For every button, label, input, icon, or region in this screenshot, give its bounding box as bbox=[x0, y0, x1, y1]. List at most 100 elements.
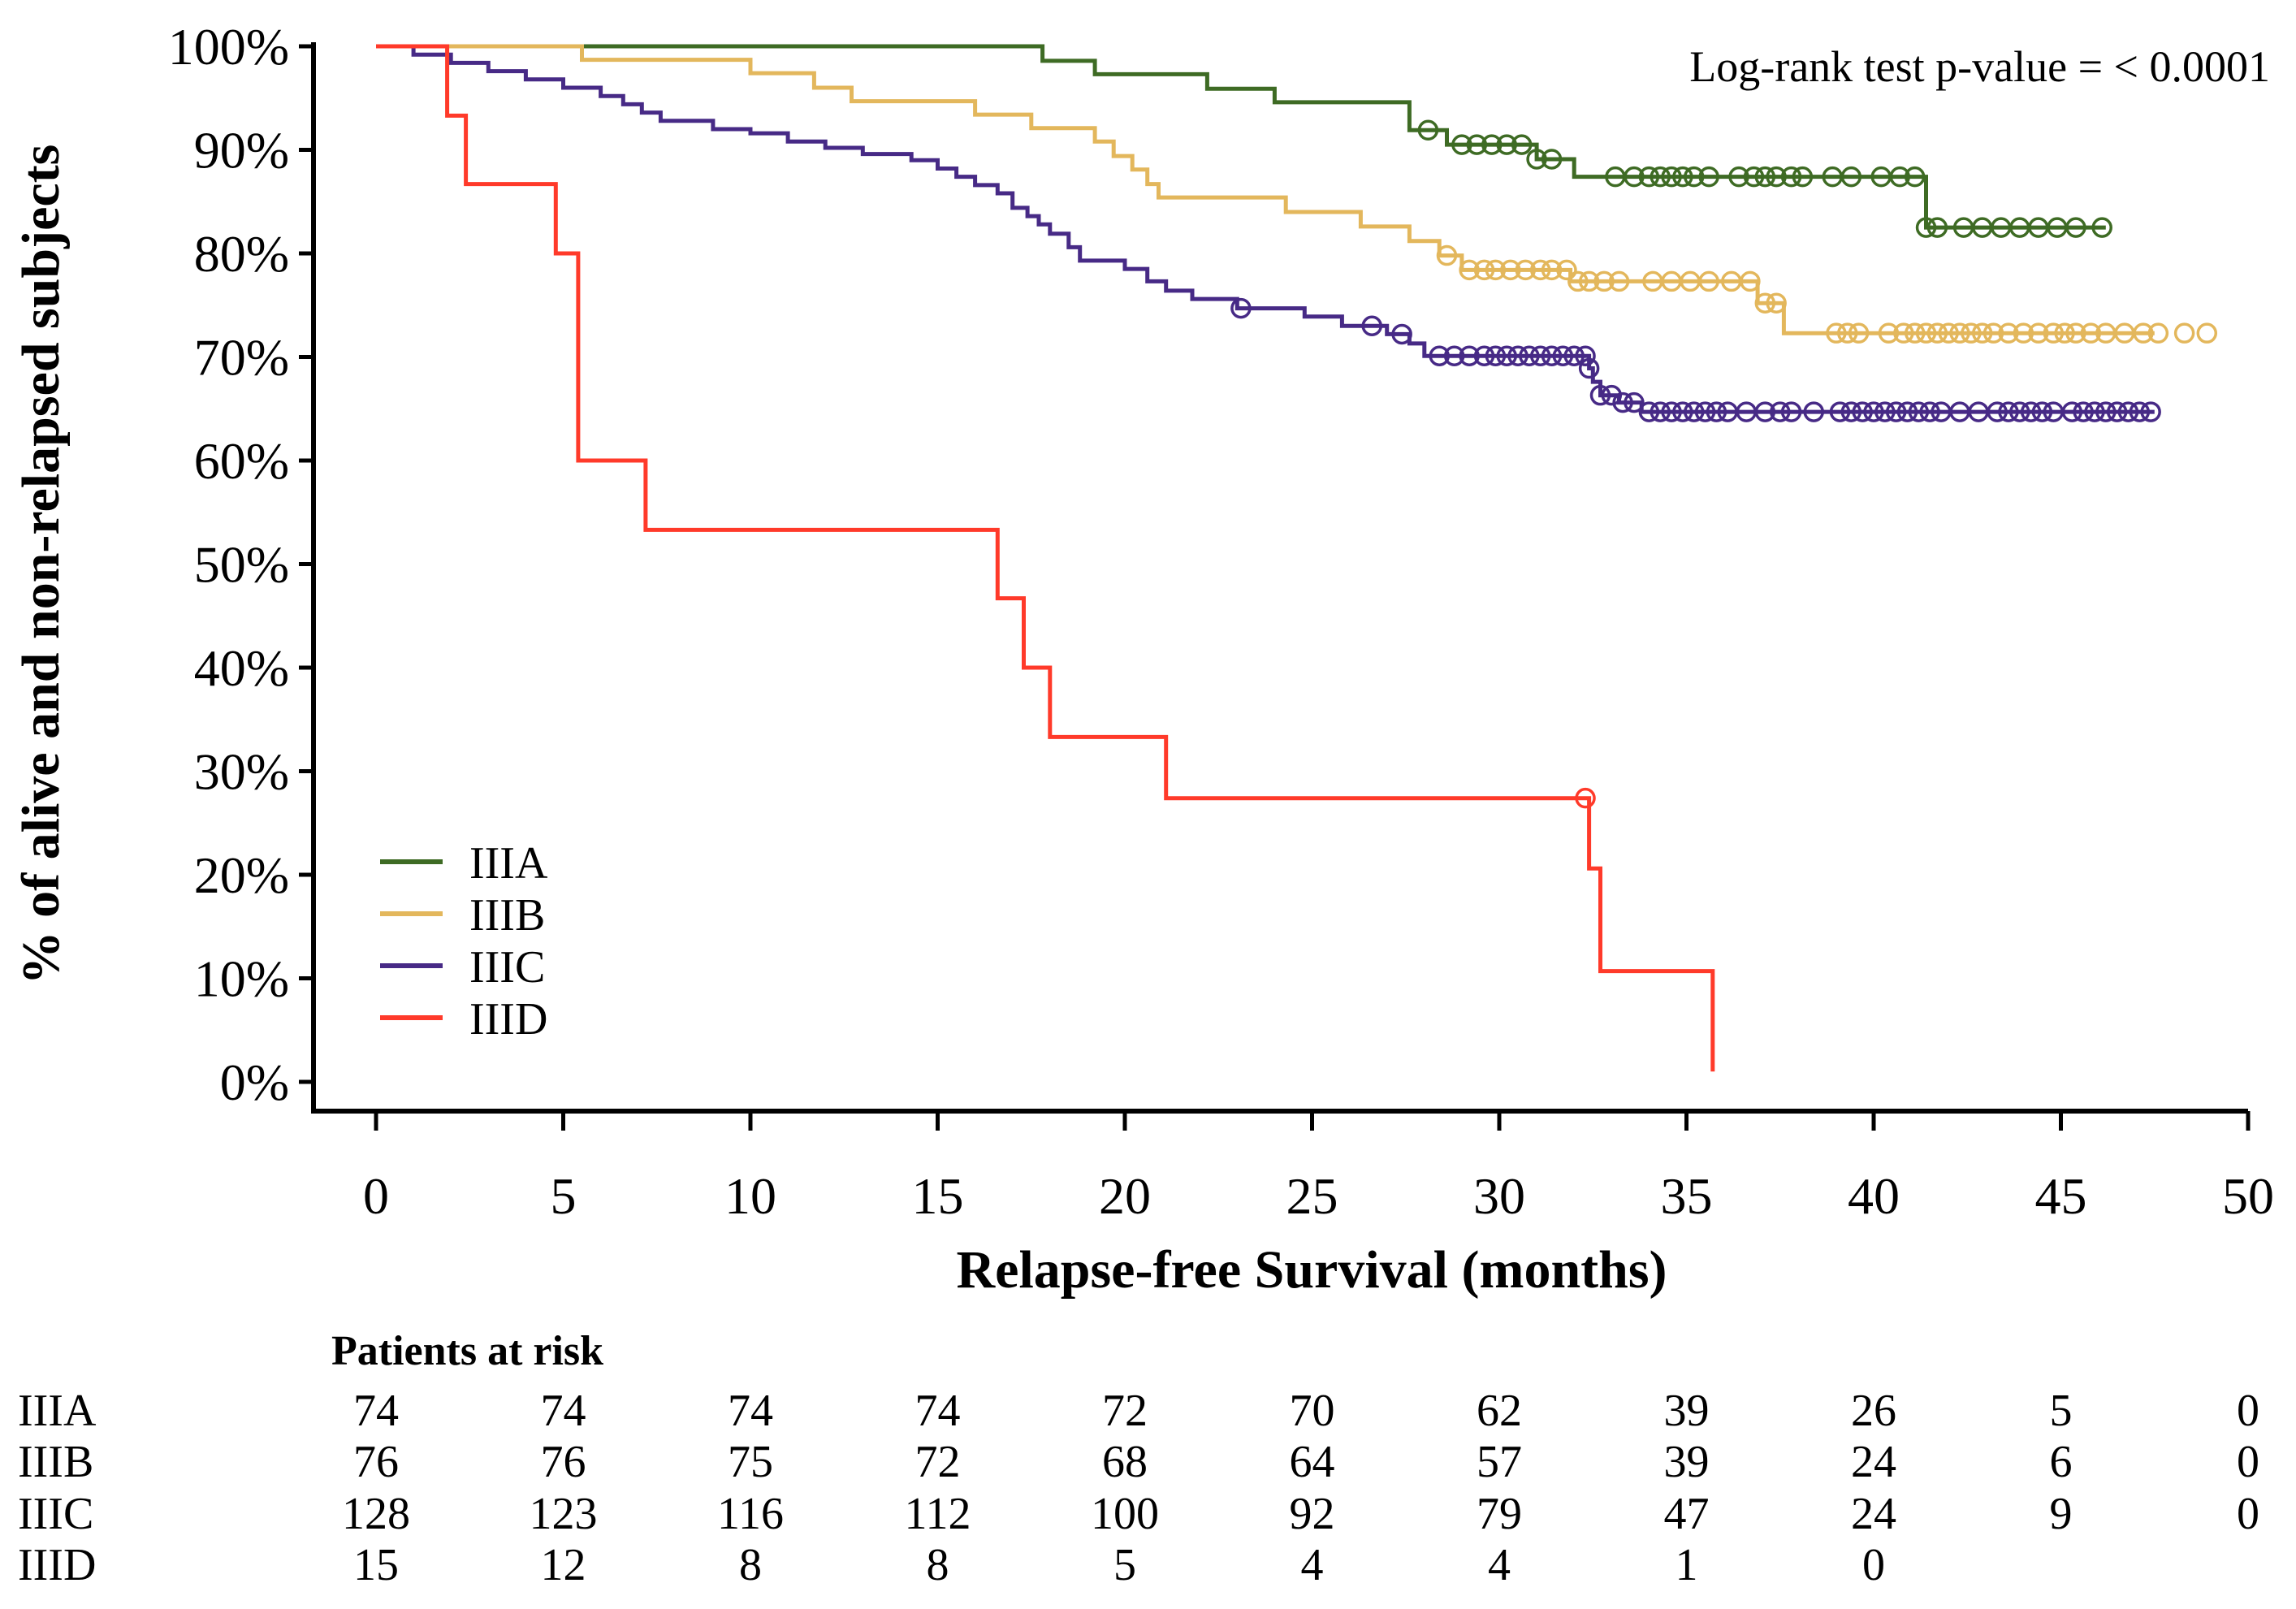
risk-count: 64 bbox=[1290, 1437, 1335, 1487]
censor-mark-IIIA bbox=[1780, 166, 1802, 188]
y-tick-label: 0% bbox=[220, 1053, 289, 1111]
censor-mark-IIIC bbox=[1706, 401, 1727, 422]
x-tick-label: 45 bbox=[2035, 1167, 2087, 1225]
censor-mark-IIIC bbox=[2073, 401, 2094, 422]
censor-mark-IIIC bbox=[1519, 345, 1540, 366]
censor-mark-IIIA bbox=[1511, 134, 1533, 155]
censor-mark-IIIB bbox=[1593, 270, 1615, 292]
censor-mark-IIIC bbox=[1578, 357, 1600, 379]
risk-count: 76 bbox=[353, 1437, 399, 1487]
y-tick-label: 10% bbox=[194, 950, 289, 1008]
censor-mark-IIIC bbox=[1770, 401, 1791, 422]
censor-mark-IIIB bbox=[1926, 322, 1948, 344]
risk-count: 92 bbox=[1290, 1489, 1335, 1539]
censor-mark-IIIC bbox=[1391, 323, 1412, 345]
censor-mark-IIIB bbox=[1766, 292, 1787, 314]
x-axis-title: Relapse-free Survival (months) bbox=[956, 1240, 1667, 1300]
risk-count: 72 bbox=[915, 1437, 961, 1487]
risk-row-label: IIIC bbox=[18, 1489, 93, 1539]
x-tick-label: 5 bbox=[551, 1167, 577, 1225]
censor-mark-IIIC bbox=[1612, 391, 1633, 413]
censor-mark-IIIC bbox=[1896, 401, 1918, 422]
censor-mark-IIIC bbox=[1780, 401, 1802, 422]
censor-mark-IIIC bbox=[1624, 391, 1645, 413]
censor-mark-IIIA bbox=[1915, 217, 1937, 238]
risk-row-IIIA: IIIA 74 74 74 74 72 70 62 39 26 5 0 bbox=[18, 1386, 2259, 1436]
censor-mark-IIIC bbox=[1507, 345, 1529, 366]
censor-mark-IIIC bbox=[1919, 401, 1940, 422]
risk-count: 5 bbox=[2050, 1386, 2073, 1436]
risk-count: 74 bbox=[915, 1386, 961, 1436]
censor-mark-IIIC bbox=[1661, 401, 1682, 422]
x-tick-label: 40 bbox=[1848, 1167, 1900, 1225]
risk-count: 62 bbox=[1477, 1386, 1522, 1436]
censor-mark-IIIA bbox=[2091, 217, 2112, 238]
censor-mark-IIIB bbox=[1567, 270, 1589, 292]
risk-count: 123 bbox=[530, 1489, 598, 1539]
censor-mark-IIIB bbox=[1529, 259, 1551, 281]
series-IIIA bbox=[376, 44, 2112, 238]
censor-mark-IIIC bbox=[1650, 401, 1671, 422]
censor-mark-IIIA bbox=[1743, 166, 1765, 188]
censor-mark-IIIA bbox=[1417, 119, 1439, 141]
risk-count: 4 bbox=[1488, 1540, 1511, 1590]
risk-count: 72 bbox=[1102, 1386, 1148, 1436]
risk-count: 0 bbox=[2237, 1437, 2259, 1487]
censor-mark-IIIC bbox=[2061, 401, 2083, 422]
censor-mark-IIIC bbox=[2084, 401, 2105, 422]
x-tick-label: 30 bbox=[1473, 1167, 1525, 1225]
risk-count: 4 bbox=[1301, 1540, 1324, 1590]
risk-count: 8 bbox=[739, 1540, 762, 1590]
censor-mark-IIIC bbox=[1529, 345, 1551, 366]
risk-count: 0 bbox=[1862, 1540, 1885, 1590]
legend-label-IIIA: IIIA bbox=[469, 838, 548, 889]
censor-mark-IIIA bbox=[1926, 217, 1948, 238]
risk-count: 39 bbox=[1664, 1386, 1710, 1436]
censor-mark-IIIC bbox=[1541, 345, 1563, 366]
y-tick-label: 20% bbox=[194, 846, 289, 904]
risk-count: 24 bbox=[1851, 1437, 1896, 1487]
y-tick-label: 30% bbox=[194, 743, 289, 801]
risk-count: 75 bbox=[728, 1437, 773, 1487]
risk-count: 15 bbox=[353, 1540, 399, 1590]
censor-mark-IIIB bbox=[2080, 322, 2102, 344]
censor-mark-IIIC bbox=[2106, 401, 2128, 422]
censor-mark-IIIB bbox=[2013, 322, 2034, 344]
censor-mark-IIIC bbox=[2095, 401, 2117, 422]
censor-mark-IIIB bbox=[1459, 259, 1480, 281]
censor-mark-IIIB bbox=[2147, 322, 2169, 344]
risk-count: 74 bbox=[541, 1386, 586, 1436]
censor-mark-IIIB bbox=[1983, 322, 2004, 344]
risk-count: 39 bbox=[1664, 1437, 1710, 1487]
y-axis-title: % of alive and non-relapsed subjects bbox=[11, 145, 71, 985]
censor-mark-IIIB bbox=[2173, 322, 2195, 344]
censor-mark-IIIB bbox=[2196, 322, 2218, 344]
risk-count: 116 bbox=[717, 1489, 784, 1539]
censor-mark-IIID bbox=[1575, 787, 1596, 809]
risk-count: 57 bbox=[1477, 1437, 1522, 1487]
risk-count: 12 bbox=[541, 1540, 586, 1590]
censor-mark-IIIA bbox=[1792, 166, 1814, 188]
p-value-annotation: Log-rank test p-value = < 0.0001 bbox=[1689, 42, 2270, 91]
risk-row-label: IIID bbox=[18, 1540, 96, 1590]
risk-count: 128 bbox=[342, 1489, 410, 1539]
risk-count: 26 bbox=[1851, 1386, 1896, 1436]
censor-mark-IIIC bbox=[1874, 401, 1896, 422]
censor-mark-IIIC bbox=[1840, 401, 1862, 422]
y-tick-label: 40% bbox=[194, 639, 289, 697]
censor-mark-IIIC bbox=[1575, 345, 1596, 366]
curve-IIID bbox=[376, 44, 1715, 1072]
censor-mark-IIIA bbox=[1466, 134, 1488, 155]
censor-mark-IIIB bbox=[1949, 322, 1970, 344]
x-tick-label: 15 bbox=[912, 1167, 964, 1225]
risk-count: 8 bbox=[927, 1540, 949, 1590]
censor-mark-IIIC bbox=[1672, 401, 1693, 422]
risk-count: 1 bbox=[1676, 1540, 1698, 1590]
censor-mark-IIIC bbox=[1473, 345, 1495, 366]
series-IIIB bbox=[376, 44, 2218, 344]
censor-mark-IIIB bbox=[1515, 259, 1537, 281]
risk-count: 6 bbox=[2050, 1437, 2073, 1487]
censor-mark-IIIB bbox=[2028, 322, 2049, 344]
x-tick-label: 35 bbox=[1661, 1167, 1713, 1225]
